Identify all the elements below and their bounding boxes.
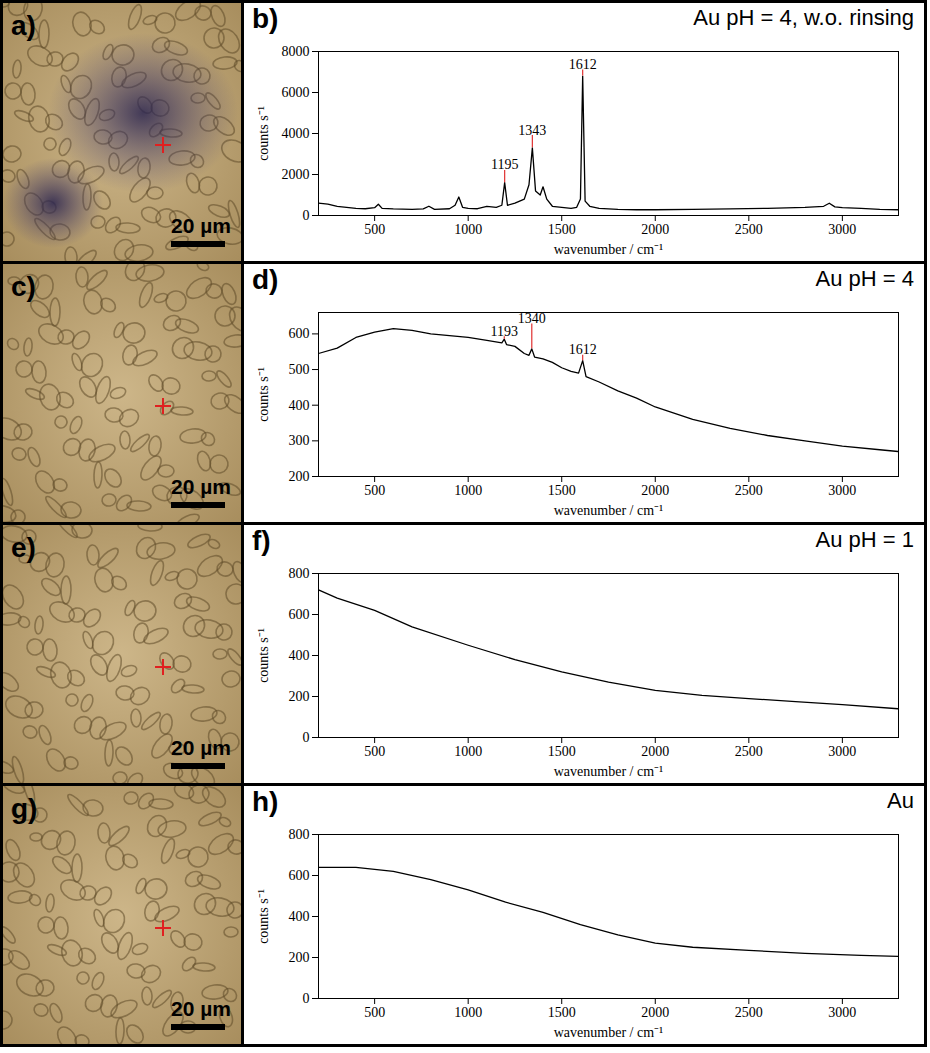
svg-text:800: 800 [289,566,310,581]
svg-text:200: 200 [289,469,310,484]
svg-text:500: 500 [364,744,385,759]
svg-text:3000: 3000 [828,1005,856,1020]
html-text:d): d) [252,264,279,295]
svg-text:2000: 2000 [641,1005,669,1020]
svg-text:1500: 1500 [548,744,576,759]
svg-text:1000: 1000 [454,1005,482,1020]
svg-text:0: 0 [303,730,310,745]
svg-text:counts s⁻¹: counts s⁻¹ [256,889,271,944]
svg-text:1000: 1000 [454,744,482,759]
svg-text:200: 200 [289,950,310,965]
svg-text:1000: 1000 [454,483,482,498]
svg-text:500: 500 [364,1005,385,1020]
svg-text:1500: 1500 [548,483,576,498]
svg-text:wavenumber / cm⁻¹: wavenumber / cm⁻¹ [554,503,664,518]
svg-text:20 µm: 20 µm [171,997,231,1020]
svg-text:g): g) [11,793,37,824]
svg-text:600: 600 [289,326,310,341]
svg-text:wavenumber / cm⁻¹: wavenumber / cm⁻¹ [554,1025,664,1040]
svg-text:counts s⁻¹: counts s⁻¹ [256,106,271,161]
html-text:f): f) [252,525,271,556]
svg-text:0: 0 [303,208,310,223]
html-text:Au pH = 4: Au pH = 4 [815,266,914,291]
svg-text:3000: 3000 [828,222,856,237]
svg-text:200: 200 [289,689,310,704]
html-text:Au pH = 1: Au pH = 1 [815,527,914,552]
svg-text:1195: 1195 [491,157,518,172]
svg-text:1500: 1500 [548,1005,576,1020]
svg-text:2500: 2500 [735,222,763,237]
svg-text:1000: 1000 [454,222,482,237]
svg-text:1343: 1343 [518,123,546,138]
svg-text:2000: 2000 [641,744,669,759]
svg-text:2500: 2500 [735,483,763,498]
svg-text:300: 300 [289,433,310,448]
svg-text:1612: 1612 [569,57,597,72]
svg-text:600: 600 [289,607,310,622]
html-text:h): h) [252,786,279,817]
svg-text:2000: 2000 [282,167,310,182]
html-text:Au: Au [887,788,914,813]
svg-text:1500: 1500 [548,222,576,237]
svg-text:400: 400 [289,398,310,413]
svg-text:c): c) [11,271,36,302]
svg-text:1340: 1340 [518,311,546,326]
svg-text:counts s⁻¹: counts s⁻¹ [256,628,271,683]
svg-text:20 µm: 20 µm [171,736,231,759]
svg-text:400: 400 [289,648,310,663]
svg-text:e): e) [11,532,36,563]
svg-text:2000: 2000 [641,483,669,498]
svg-text:8000: 8000 [282,44,310,59]
svg-text:counts s⁻¹: counts s⁻¹ [256,367,271,422]
svg-text:6000: 6000 [282,85,310,100]
svg-text:2500: 2500 [735,1005,763,1020]
svg-text:500: 500 [289,362,310,377]
html-text:b): b) [252,3,279,34]
svg-text:wavenumber / cm⁻¹: wavenumber / cm⁻¹ [554,242,664,257]
svg-text:1612: 1612 [569,342,597,357]
svg-text:20 µm: 20 µm [171,214,231,237]
svg-text:500: 500 [364,222,385,237]
svg-text:400: 400 [289,909,310,924]
svg-text:2000: 2000 [641,222,669,237]
svg-text:20 µm: 20 µm [171,475,231,498]
svg-text:a): a) [11,10,36,41]
svg-text:2500: 2500 [735,744,763,759]
svg-text:4000: 4000 [282,126,310,141]
svg-text:800: 800 [289,827,310,842]
svg-text:3000: 3000 [828,483,856,498]
svg-text:0: 0 [303,991,310,1006]
svg-text:500: 500 [364,483,385,498]
svg-text:3000: 3000 [828,744,856,759]
svg-text:600: 600 [289,868,310,883]
svg-text:1193: 1193 [491,324,518,339]
html-text:Au pH = 4, w.o. rinsing: Au pH = 4, w.o. rinsing [693,5,914,30]
svg-text:wavenumber / cm⁻¹: wavenumber / cm⁻¹ [554,764,664,779]
